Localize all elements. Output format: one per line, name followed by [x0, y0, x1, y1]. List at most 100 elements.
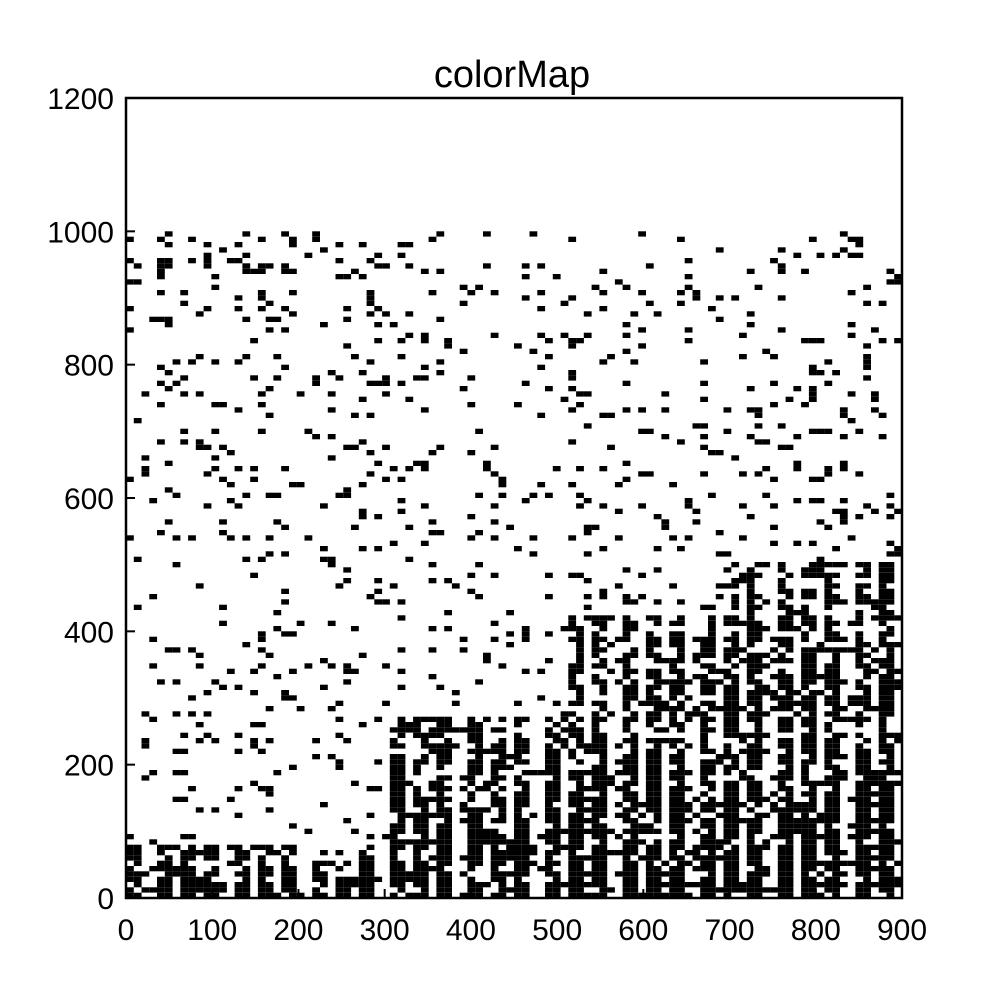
heatmap-cell [808, 498, 817, 504]
heatmap-cell [420, 818, 429, 824]
heatmap-cell [677, 615, 685, 621]
heatmap-cell [234, 242, 243, 248]
heatmap-cell [467, 759, 476, 765]
heatmap-cell [863, 892, 871, 898]
heatmap-cell [832, 546, 840, 552]
heatmap-cell [816, 812, 825, 818]
heatmap-cell [552, 274, 561, 280]
heatmap-cell [490, 780, 499, 786]
heatmap-cell [886, 887, 895, 893]
heatmap-cell [801, 700, 809, 706]
heatmap-cell [490, 519, 499, 525]
heatmap-cell [653, 866, 662, 872]
heatmap-cell [777, 658, 786, 664]
heatmap-cell [677, 722, 685, 728]
heatmap-cell [700, 839, 708, 845]
heatmap-cell [157, 876, 165, 882]
heatmap-cell [351, 882, 359, 888]
heatmap-cell [762, 711, 771, 717]
heatmap-cell [467, 572, 476, 578]
heatmap-cell [754, 716, 763, 722]
heatmap-cell [878, 588, 887, 594]
heatmap-cell [622, 663, 631, 669]
heatmap-cell [863, 284, 871, 290]
heatmap-cell [801, 706, 809, 712]
heatmap-cell [172, 492, 181, 498]
heatmap-cell [801, 679, 809, 685]
heatmap-cell [847, 647, 856, 653]
heatmap-cell [785, 786, 794, 792]
heatmap-cell [824, 850, 833, 856]
heatmap-cell [801, 338, 809, 344]
heatmap-cell [832, 711, 840, 717]
heatmap-cell [638, 812, 646, 818]
heatmap-cell [684, 807, 693, 813]
heatmap-cell [180, 375, 189, 381]
heatmap-cell [886, 663, 895, 669]
heatmap-cell [777, 674, 786, 680]
heatmap-cell [583, 770, 592, 776]
heatmap-cell [684, 850, 693, 856]
heatmap-cell [599, 807, 608, 813]
heatmap-cell [514, 716, 522, 722]
heatmap-cell [630, 892, 639, 898]
heatmap-cell [568, 626, 577, 632]
heatmap-cell [242, 252, 251, 258]
heatmap-cell [335, 700, 344, 706]
heatmap-cell [661, 434, 670, 440]
heatmap-cell [878, 300, 887, 306]
heatmap-cell [591, 834, 600, 840]
heatmap-cell [490, 332, 499, 338]
heatmap-cell [413, 722, 421, 728]
heatmap-cell [839, 514, 848, 520]
heatmap-cell [459, 892, 468, 898]
heatmap-cell [149, 866, 158, 872]
heatmap-cell [770, 402, 778, 408]
heatmap-cell [257, 636, 266, 642]
heatmap-cell [777, 642, 786, 648]
heatmap-cell [863, 663, 871, 669]
heatmap-cell [498, 738, 507, 744]
heatmap-cell [436, 791, 445, 797]
heatmap-cell [483, 652, 491, 658]
heatmap-cell [638, 892, 646, 898]
heatmap-cell [801, 674, 809, 680]
heatmap-cell [529, 844, 538, 850]
heatmap-cell [785, 572, 794, 578]
heatmap-cell [645, 471, 654, 477]
heatmap-cell [568, 236, 577, 242]
heatmap-cell [808, 802, 817, 808]
heatmap-cell [180, 892, 189, 898]
heatmap-cell [855, 818, 864, 824]
heatmap-cell [723, 812, 732, 818]
heatmap-cell [133, 871, 142, 877]
heatmap-cell [467, 876, 476, 882]
heatmap-cell [180, 882, 189, 888]
heatmap-cell [467, 855, 476, 861]
heatmap-cell [599, 871, 608, 877]
heatmap-cell [692, 844, 701, 850]
heatmap-cell [483, 839, 491, 845]
heatmap-cell [234, 882, 243, 888]
heatmap-cell [731, 796, 740, 802]
heatmap-cell [211, 866, 220, 872]
heatmap-cell [498, 850, 507, 856]
heatmap-cell [591, 631, 600, 637]
heatmap-cell [661, 882, 670, 888]
heatmap-cell [886, 668, 895, 674]
heatmap-cell [413, 812, 421, 818]
heatmap-cell [257, 887, 266, 893]
heatmap-cell [878, 786, 887, 792]
heatmap-cell [599, 732, 608, 738]
heatmap-cell [793, 252, 802, 258]
heatmap-cell [583, 498, 592, 504]
heatmap-cell [669, 722, 677, 728]
heatmap-cell [420, 796, 429, 802]
heatmap-cell [645, 887, 654, 893]
heatmap-cell [211, 284, 220, 290]
heatmap-cell [545, 631, 553, 637]
heatmap-cell [335, 882, 344, 888]
heatmap-cell [413, 759, 421, 765]
heatmap-cell [599, 823, 608, 829]
heatmap-cell [708, 796, 716, 802]
